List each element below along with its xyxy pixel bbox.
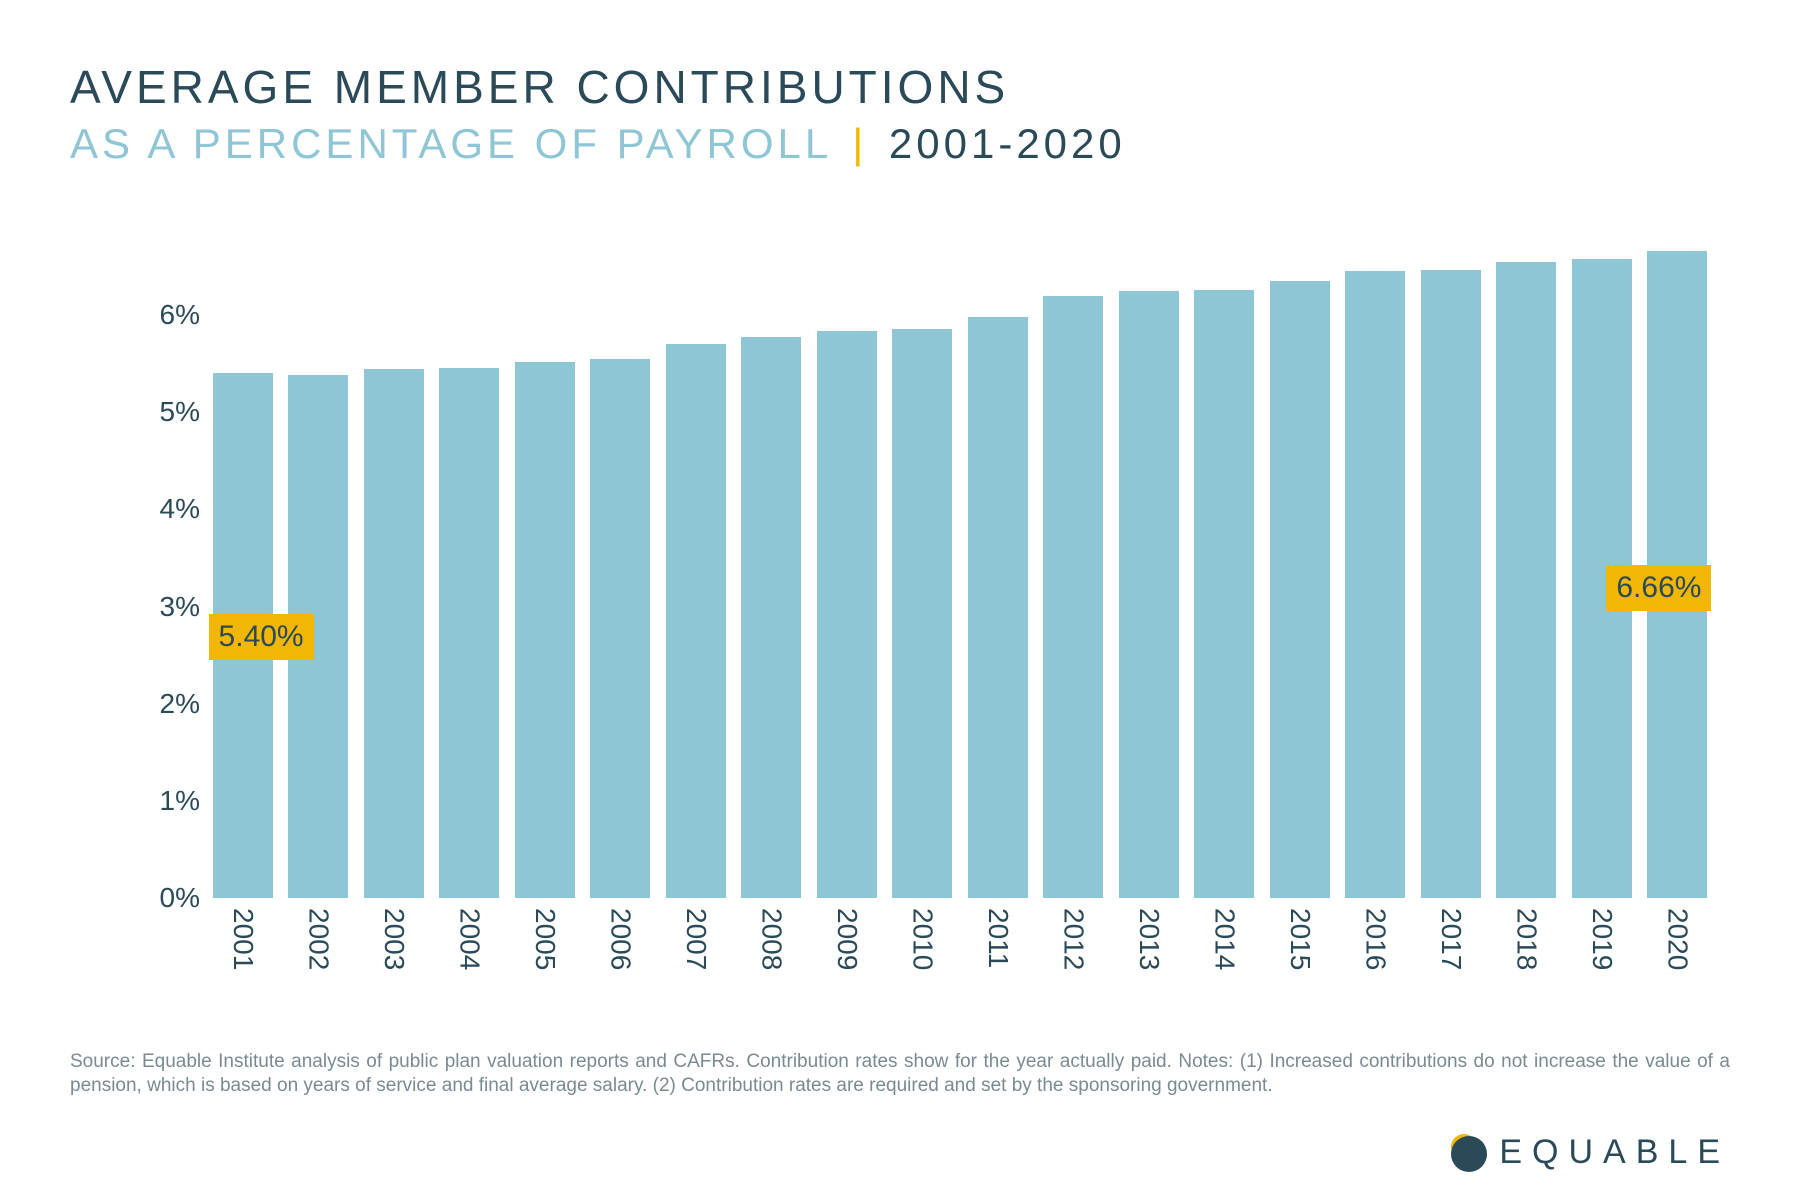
bar (1270, 281, 1330, 898)
x-axis-tick-label: 2001 (227, 908, 259, 998)
bar-slot (205, 218, 281, 898)
x-axis-tick-label: 2012 (1057, 908, 1089, 998)
x-axis-tick-label: 2015 (1284, 908, 1316, 998)
x-axis-tick-label: 2014 (1208, 908, 1240, 998)
bar (364, 369, 424, 898)
x-axis: 2001 2002 2003 2004 2005 2006 2007 2008 2009 2010… (205, 908, 1715, 998)
x-axis-tick-label: 2011 (982, 908, 1014, 998)
chart-title-line1: AVERAGE MEMBER CONTRIBUTIONS (70, 60, 1730, 114)
y-axis-tick-label: 0% (70, 882, 200, 914)
bar-slot (658, 218, 734, 898)
y-axis-tick-label: 1% (70, 785, 200, 817)
bar-slot (885, 218, 961, 898)
x-axis-tick-label: 2003 (378, 908, 410, 998)
bar (1194, 290, 1254, 898)
bar-slot (960, 218, 1036, 898)
bar (1345, 271, 1405, 898)
bar-slot (432, 218, 508, 898)
bar-slot (1640, 218, 1716, 898)
bar (666, 344, 726, 898)
source-note: Source: Equable Institute analysis of pu… (70, 1050, 1730, 1098)
equable-logo-icon (1451, 1134, 1489, 1172)
brand-logo-text: EQUABLE (1499, 1133, 1730, 1172)
bar-slot (734, 218, 810, 898)
bar-slot (1111, 218, 1187, 898)
bar-slot (1187, 218, 1263, 898)
y-axis-tick-label: 4% (70, 493, 200, 525)
y-axis-tick-label: 2% (70, 688, 200, 720)
x-axis-tick-label: 2020 (1661, 908, 1693, 998)
x-axis-tick-label: 2006 (604, 908, 636, 998)
y-axis-tick-label: 6% (70, 299, 200, 331)
bar (590, 359, 650, 898)
bar-chart: 0%1%2%3%4%5%6% 5.40%6.66% 20012002200320… (70, 218, 1730, 998)
x-axis-tick-label: 2009 (831, 908, 863, 998)
bar (1496, 262, 1556, 898)
x-axis-tick-label: 2013 (1133, 908, 1165, 998)
bar (439, 368, 499, 898)
x-axis-tick-label: 2017 (1435, 908, 1467, 998)
bar-slot (1413, 218, 1489, 898)
bar (817, 331, 877, 898)
plot-area: 5.40% 6.66% (205, 218, 1715, 898)
bar (741, 337, 801, 898)
x-axis-tick-label: 2007 (680, 908, 712, 998)
bar-slot (356, 218, 432, 898)
chart-subtitle-separator: | (852, 120, 867, 167)
bar-slot (1262, 218, 1338, 898)
x-axis-tick-label: 2016 (1359, 908, 1391, 998)
x-axis-tick-label: 2010 (906, 908, 938, 998)
x-axis-tick-label: 2019 (1586, 908, 1618, 998)
bar (968, 317, 1028, 898)
chart-subtitle-part2: 2001-2020 (889, 120, 1126, 167)
chart-title-line2: AS A PERCENTAGE OF PAYROLL | 2001-2020 (70, 120, 1730, 168)
y-axis-tick-label: 5% (70, 396, 200, 428)
brand-logo: EQUABLE (1451, 1133, 1730, 1172)
bar-slot (1489, 218, 1565, 898)
bar-slot (281, 218, 357, 898)
bar-slot (1036, 218, 1112, 898)
bar (892, 329, 952, 898)
bar (1043, 296, 1103, 898)
bar (1421, 270, 1481, 898)
bar-slot (583, 218, 659, 898)
x-axis-tick-label: 2005 (529, 908, 561, 998)
chart-subtitle-part1: AS A PERCENTAGE OF PAYROLL (70, 120, 831, 167)
x-axis-tick-label: 2002 (302, 908, 334, 998)
bar-slot (1564, 218, 1640, 898)
bar-slot (507, 218, 583, 898)
bars-container (205, 218, 1715, 898)
bar-slot (809, 218, 885, 898)
bar (1119, 291, 1179, 898)
value-callout: 5.40% (209, 614, 314, 660)
bar (515, 362, 575, 898)
value-callout: 6.66% (1606, 565, 1711, 611)
x-axis-tick-label: 2018 (1510, 908, 1542, 998)
x-axis-tick-label: 2008 (755, 908, 787, 998)
y-axis-tick-label: 3% (70, 591, 200, 623)
bar-slot (1338, 218, 1414, 898)
x-axis-tick-label: 2004 (453, 908, 485, 998)
